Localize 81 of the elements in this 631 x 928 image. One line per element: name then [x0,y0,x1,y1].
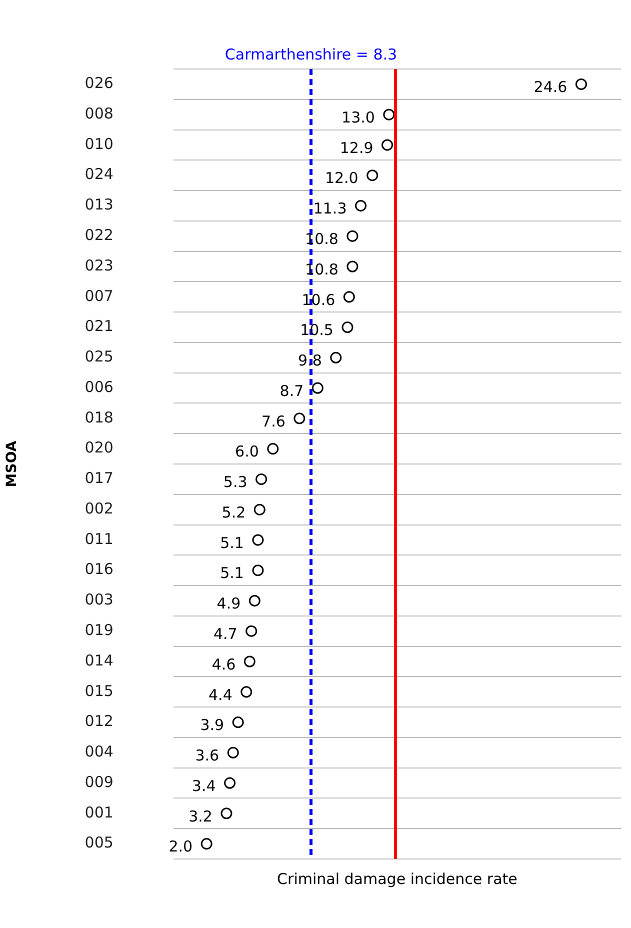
data-label: 4.7 [213,625,238,644]
point [244,656,256,668]
point [224,777,236,789]
point [342,322,354,334]
point [254,504,266,516]
data-label: 10.6 [302,290,336,309]
data-label: 24.6 [534,78,568,96]
point [382,139,394,151]
y-tick-label: 002 [84,499,114,518]
y-tick-label: 014 [84,651,114,670]
y-tick-label: 004 [84,742,114,761]
y-tick-label: 026 [84,74,114,92]
point [220,808,232,820]
y-tick-label: 007 [84,286,114,305]
y-tick-label: 009 [84,772,114,791]
y-tick-label: 013 [84,196,114,214]
point [312,382,324,394]
ref-line-label: Carmarthenshire = 8.3 [224,45,398,64]
y-tick-label: 022 [84,226,114,244]
data-label: 5.1 [220,534,244,552]
point [267,443,279,455]
data-label: 3.6 [195,746,220,765]
y-tick-label: 012 [84,712,114,730]
y-axis-title: MSOA [4,440,20,488]
data-label: 5.3 [223,473,248,492]
data-label: 12.0 [324,169,358,188]
data-label: 5.1 [220,564,244,582]
y-tick-label: 019 [84,621,114,640]
data-label: 4.4 [208,686,232,704]
data-label: 5.2 [222,503,246,522]
y-tick-label: 010 [84,134,114,153]
data-label: 4.6 [212,655,236,674]
point [246,625,258,637]
x-axis-title: Criminal damage incidence rate [277,870,518,888]
data-label: 3.4 [192,776,216,795]
point [330,352,342,364]
point [256,473,268,485]
y-tick-label: 020 [84,438,114,457]
point [252,564,264,576]
y-tick-label: 021 [84,317,114,336]
data-label: 12.9 [340,138,374,157]
y-tick-label: 001 [84,803,114,822]
y-tick-label: 017 [84,469,114,488]
y-tick-label: 018 [84,408,114,426]
data-label: 6.0 [235,442,259,461]
data-label: 3.9 [200,716,224,734]
point [575,78,587,90]
point [383,108,395,120]
y-tick-label: 024 [84,165,114,184]
data-label: 3.2 [188,807,212,826]
point [248,594,260,606]
data-label: 11.3 [313,200,347,218]
point [252,534,264,546]
y-tick-label: 025 [84,348,114,366]
data-label: 2.0 [168,838,193,856]
point [346,230,358,242]
y-tick-label: 011 [84,530,114,548]
point [343,291,355,303]
data-label: 7.6 [262,412,286,430]
data-label: 10.8 [305,230,338,248]
y-tick-label: 023 [84,256,114,274]
point [200,838,212,850]
data-label: 10.8 [305,260,338,278]
data-label: 8.7 [280,382,304,400]
point [294,412,306,424]
y-tick-label: 015 [84,682,114,700]
y-tick-label: 005 [84,834,114,852]
data-label: 10.5 [300,321,334,340]
y-tick-label: 003 [84,590,114,609]
point [366,170,378,182]
data-label: 9.8 [298,352,322,370]
data-label: 13.0 [342,108,375,126]
y-tick-label: 006 [84,378,114,396]
point [346,260,358,272]
point [227,746,239,758]
y-tick-label: 008 [84,104,114,122]
point [232,716,244,728]
point [240,686,252,698]
point [354,200,366,212]
data-label: 4.9 [216,594,241,613]
y-tick-label: 016 [84,560,114,578]
